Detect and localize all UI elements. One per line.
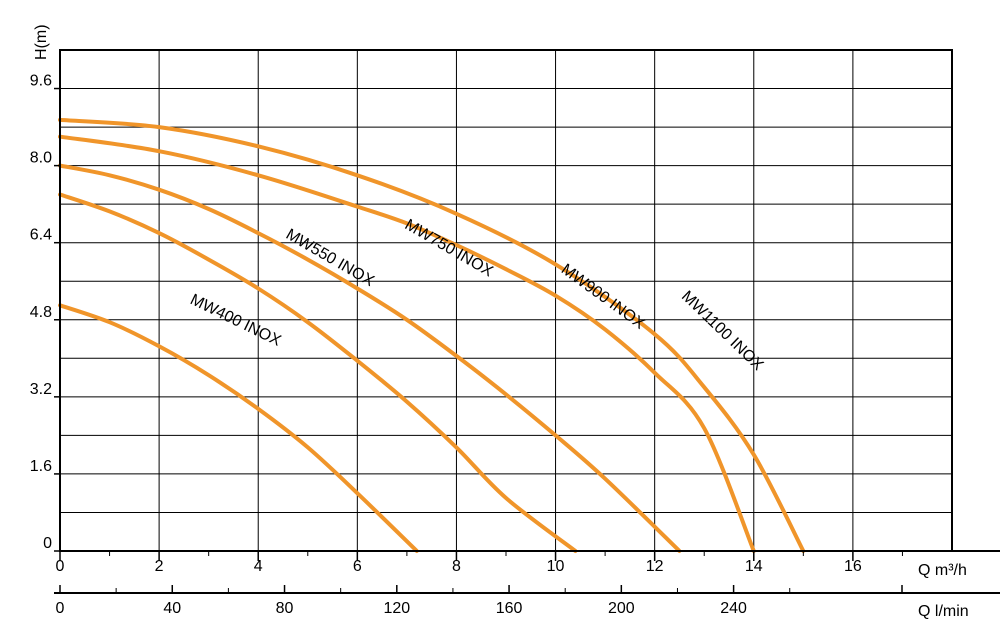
y-tick-label: 4.8 xyxy=(30,304,52,321)
x2-tick-label: 160 xyxy=(496,600,523,617)
x2-axis-title: Q l/min xyxy=(918,603,969,620)
x2-tick-label: 120 xyxy=(383,600,410,617)
x-tick-label: 0 xyxy=(56,558,65,575)
curve-label: MW400 INOX xyxy=(187,291,283,350)
y-tick-label: 3.2 xyxy=(30,381,52,398)
x-tick-label: 2 xyxy=(155,558,164,575)
y-tick-label: 9.6 xyxy=(30,73,52,90)
curve-mw750-inox xyxy=(58,163,682,553)
curve-label: MW550 INOX xyxy=(283,226,377,290)
curve-mw1100-inox xyxy=(58,117,806,553)
pump-curves xyxy=(58,117,806,553)
x2-tick-label: 200 xyxy=(608,600,635,617)
x-tick-label: 16 xyxy=(844,558,862,575)
curve-label: MW900 INOX xyxy=(558,261,648,333)
curve-mw900-inox xyxy=(58,134,756,553)
x-tick-label: 8 xyxy=(452,558,461,575)
y-tick-label: 1.6 xyxy=(30,458,52,475)
curve-mw550-inox xyxy=(58,192,578,553)
y-tick-label: 8.0 xyxy=(30,150,52,167)
x-tick-label: 6 xyxy=(353,558,362,575)
y-axis-title: H(m) xyxy=(33,24,50,60)
curve-mw400-inox xyxy=(58,303,419,553)
x2-tick-label: 80 xyxy=(276,600,294,617)
x2-tick-label: 0 xyxy=(56,600,65,617)
x2-tick-label: 240 xyxy=(720,600,747,617)
x-tick-label: 12 xyxy=(646,558,664,575)
y-tick-label: 0 xyxy=(43,535,52,552)
x-axis-title: Q m³/h xyxy=(918,562,967,579)
axes: 01.63.24.86.48.09.60 2 4 6 8 10 12 14 160 40 80 120… xyxy=(30,49,1000,617)
y-tick-label: 6.4 xyxy=(30,227,52,244)
x-tick-label: 14 xyxy=(745,558,763,575)
x-tick-label: 10 xyxy=(547,558,565,575)
x2-tick-label: 40 xyxy=(163,600,181,617)
x-tick-label: 4 xyxy=(254,558,263,575)
